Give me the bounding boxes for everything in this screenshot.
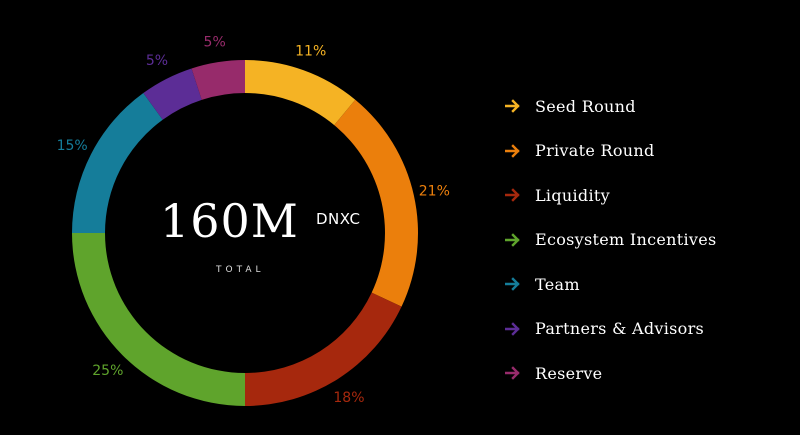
slice-label: 21% bbox=[419, 184, 450, 200]
arrow-right-icon bbox=[505, 366, 520, 380]
slice-label: 5% bbox=[204, 34, 226, 50]
chart: 11% 21% 18% 25% 15% 5% 5% 160M DNXC TOTAL bbox=[57, 34, 450, 406]
slice-liquidity bbox=[245, 292, 402, 406]
arrow-right-icon bbox=[505, 322, 520, 336]
slice-label: 11% bbox=[295, 43, 326, 59]
legend-item: Team bbox=[505, 262, 717, 307]
legend-label: Seed Round bbox=[535, 96, 636, 116]
slice-reserve bbox=[191, 60, 245, 100]
slice-label: 15% bbox=[57, 138, 88, 154]
arrow-right-icon bbox=[505, 233, 520, 247]
slice-seed-round bbox=[245, 60, 356, 126]
arrow-right-icon bbox=[505, 99, 520, 113]
slice-private-round bbox=[334, 99, 418, 307]
slice-partners-advisors bbox=[143, 68, 202, 120]
slice-label: 18% bbox=[333, 390, 364, 406]
legend-item: Private Round bbox=[505, 129, 717, 174]
arrow-right-icon bbox=[505, 144, 520, 158]
legend-item: Ecosystem Incentives bbox=[505, 218, 717, 263]
arrow-right-icon bbox=[505, 188, 520, 202]
total-unit: DNXC bbox=[316, 210, 361, 228]
slice-label: 25% bbox=[92, 363, 123, 379]
legend-label: Private Round bbox=[535, 141, 655, 161]
legend-label: Liquidity bbox=[535, 185, 610, 205]
slice-label: 5% bbox=[146, 53, 168, 69]
total-value: 160M bbox=[160, 194, 299, 248]
legend-label: Ecosystem Incentives bbox=[535, 230, 717, 250]
legend-label: Partners & Advisors bbox=[535, 319, 705, 339]
legend: Seed Round Private Round Liquidity Ecosy… bbox=[505, 84, 717, 396]
legend-item: Reserve bbox=[505, 351, 717, 396]
donut-chart: 11% 21% 18% 25% 15% 5% 5% bbox=[57, 34, 450, 406]
legend-item: Partners & Advisors bbox=[505, 307, 717, 352]
legend-label: Reserve bbox=[535, 363, 603, 383]
legend-label: Team bbox=[535, 274, 580, 294]
legend-item: Seed Round bbox=[505, 84, 717, 129]
slice-team bbox=[72, 93, 163, 233]
total-caption: TOTAL bbox=[216, 265, 265, 275]
arrow-right-icon bbox=[505, 277, 520, 291]
slice-ecosystem-incentives bbox=[72, 233, 245, 406]
legend-item: Liquidity bbox=[505, 173, 717, 218]
